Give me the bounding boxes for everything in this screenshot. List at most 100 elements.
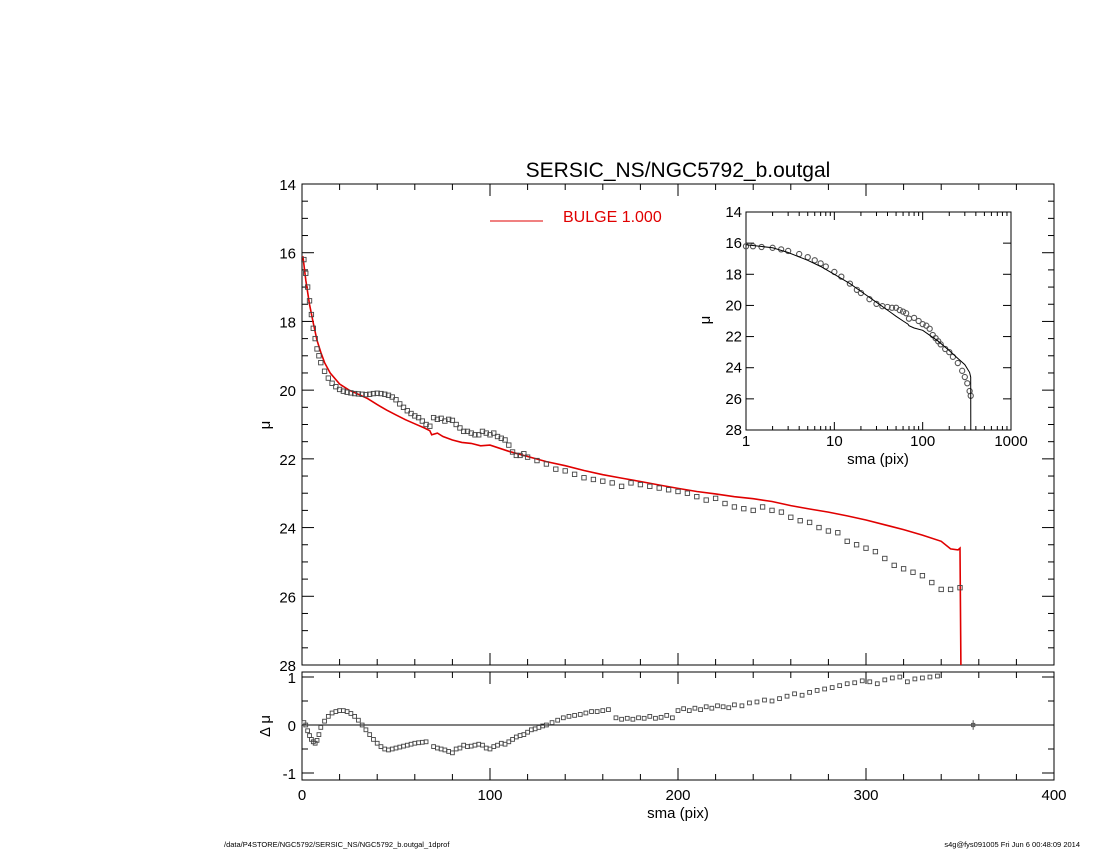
residual-point xyxy=(435,745,440,751)
inset-profile-point xyxy=(910,314,918,322)
residual-point xyxy=(303,722,309,728)
inset-profile-point xyxy=(742,243,750,250)
residual-point xyxy=(359,722,365,728)
profile-point xyxy=(393,397,399,403)
residual-point xyxy=(438,746,444,752)
profile-point xyxy=(910,569,916,575)
residual-point xyxy=(653,715,658,721)
profile-point xyxy=(506,442,512,448)
profile-point xyxy=(419,418,425,424)
x-tick-label: 200 xyxy=(665,787,690,804)
residual-point xyxy=(560,715,566,721)
main-y-tick-label: 26 xyxy=(279,589,296,606)
inset-profile-point xyxy=(784,247,792,255)
residual-point xyxy=(502,741,508,747)
residual-point xyxy=(461,742,467,748)
profile-point xyxy=(656,485,662,491)
profile-point xyxy=(769,507,775,514)
profile-point xyxy=(618,483,625,489)
inset-profile-point xyxy=(846,280,854,287)
profile-point xyxy=(351,390,358,397)
residual-point xyxy=(762,697,767,703)
profile-point xyxy=(957,585,963,591)
residual-point xyxy=(483,745,489,751)
inset-x-tick-label: 100 xyxy=(910,433,935,450)
inset-profile-point xyxy=(804,254,811,261)
residual-y-axis-label: Δ μ xyxy=(257,715,274,737)
residual-point xyxy=(318,725,324,730)
profile-point xyxy=(318,360,324,366)
profile-point xyxy=(938,586,944,593)
residual-point xyxy=(525,729,530,735)
residual-point xyxy=(566,714,572,719)
inset-profile-point xyxy=(915,317,922,325)
inset-profile-point xyxy=(926,325,933,332)
profile-point xyxy=(712,495,719,502)
residual-y-tick-label: 0 xyxy=(288,718,296,735)
profile-point xyxy=(457,425,463,431)
profile-point xyxy=(449,417,456,424)
residual-point xyxy=(769,698,775,704)
residual-panel: 10-10 100 200 300 400 Δ μ sma (pix) xyxy=(257,670,1067,822)
profile-point xyxy=(400,404,407,410)
profile-point xyxy=(472,432,478,438)
profile-point xyxy=(835,530,841,536)
residual-point xyxy=(333,709,339,714)
residual-point xyxy=(641,715,647,721)
residual-point xyxy=(382,746,388,752)
residual-point xyxy=(517,733,523,738)
profile-point xyxy=(675,488,681,495)
profile-point xyxy=(929,579,935,586)
profile-point xyxy=(325,375,331,381)
residual-point xyxy=(829,685,835,690)
residual-point xyxy=(416,740,421,746)
inset-x-axis-label: sma (pix) xyxy=(847,451,909,468)
profile-point xyxy=(359,391,365,397)
profile-point xyxy=(370,390,377,397)
residual-point xyxy=(747,700,752,706)
profile-point xyxy=(306,298,313,304)
residual-point xyxy=(532,726,538,732)
x-tick-label: 0 xyxy=(298,787,306,804)
profile-point xyxy=(665,487,672,493)
residual-point xyxy=(457,745,463,751)
residual-point xyxy=(814,688,820,693)
profile-point xyxy=(304,284,311,290)
residual-point xyxy=(583,710,589,716)
residual-point xyxy=(378,744,384,749)
profile-point xyxy=(385,392,392,398)
profile-point xyxy=(609,480,615,486)
inset-x-tick-label: 1000 xyxy=(994,433,1027,450)
x-tick-label: 400 xyxy=(1041,787,1066,804)
main-y-tick-label: 14 xyxy=(279,177,296,194)
residual-point xyxy=(792,691,797,697)
profile-point xyxy=(382,391,388,397)
profile-point xyxy=(797,518,803,524)
residual-point xyxy=(715,703,720,709)
residual-point xyxy=(544,722,549,728)
profile-point xyxy=(517,452,523,459)
residual-point xyxy=(897,674,903,680)
inset-y-tick-label: 18 xyxy=(725,266,742,283)
residual-point xyxy=(606,707,611,712)
residual-point xyxy=(325,714,331,719)
inset-profile-point xyxy=(964,380,971,387)
residual-point xyxy=(442,747,448,753)
profile-point xyxy=(412,413,418,419)
residual-point xyxy=(536,725,542,730)
residual-y-tick-label: 1 xyxy=(288,670,296,687)
residual-point xyxy=(468,743,474,749)
residual-point xyxy=(450,750,455,756)
profile-point xyxy=(521,451,527,457)
profile-point xyxy=(900,566,907,572)
residual-point xyxy=(630,716,636,722)
profile-point xyxy=(562,468,568,474)
residual-point xyxy=(619,716,624,722)
residual-point xyxy=(419,739,425,745)
profile-point xyxy=(355,391,362,397)
residual-point xyxy=(600,708,606,713)
inset-profile-point xyxy=(959,367,966,374)
residual-point xyxy=(307,733,312,738)
profile-point xyxy=(947,586,954,593)
